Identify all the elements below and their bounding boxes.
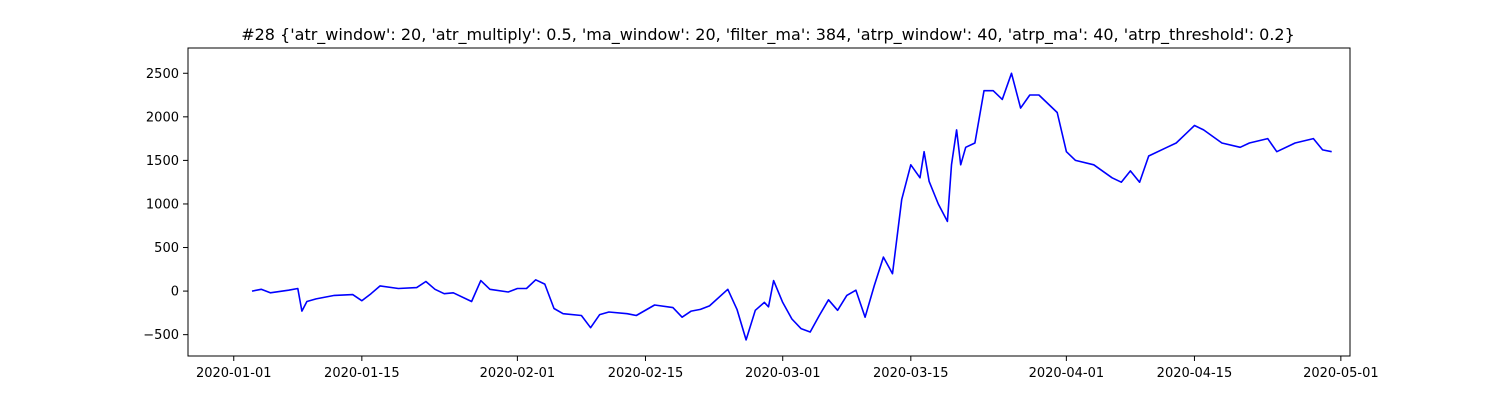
y-tick-label-1: 0 xyxy=(171,285,179,300)
x-axis: 2020-01-01 2020-01-15 2020-02-01 2020-02-15… xyxy=(196,356,1379,381)
series-line-0 xyxy=(251,72,1332,341)
x-tick-label-5: 2020-03-15 xyxy=(873,366,949,381)
x-tick-label-1: 2020-01-15 xyxy=(324,366,400,381)
plot-series xyxy=(251,72,1332,341)
x-tick-label-4: 2020-03-01 xyxy=(745,366,821,381)
x-tick-label-3: 2020-02-15 xyxy=(608,366,684,381)
y-axis: −500 0 500 1000 1500 2000 2500 xyxy=(143,67,188,343)
x-tick-label-0: 2020-01-01 xyxy=(196,366,272,381)
plot-frame xyxy=(187,47,1351,357)
x-tick-label-2: 2020-02-01 xyxy=(480,366,556,381)
y-tick-label-2: 500 xyxy=(154,241,179,256)
y-tick-label-0: −500 xyxy=(143,328,179,343)
x-tick-label-6: 2020-04-01 xyxy=(1029,366,1105,381)
y-tick-label-4: 1500 xyxy=(146,154,179,169)
y-tick-label-5: 2000 xyxy=(146,110,179,125)
y-tick-label-6: 2500 xyxy=(146,67,179,82)
chart-title: #28 {'atr_window': 20, 'atr_multiply': 0… xyxy=(241,25,1295,45)
x-tick-label-7: 2020-04-15 xyxy=(1157,366,1233,381)
x-tick-label-8: 2020-05-01 xyxy=(1303,366,1379,381)
y-tick-label-3: 1000 xyxy=(146,197,179,212)
